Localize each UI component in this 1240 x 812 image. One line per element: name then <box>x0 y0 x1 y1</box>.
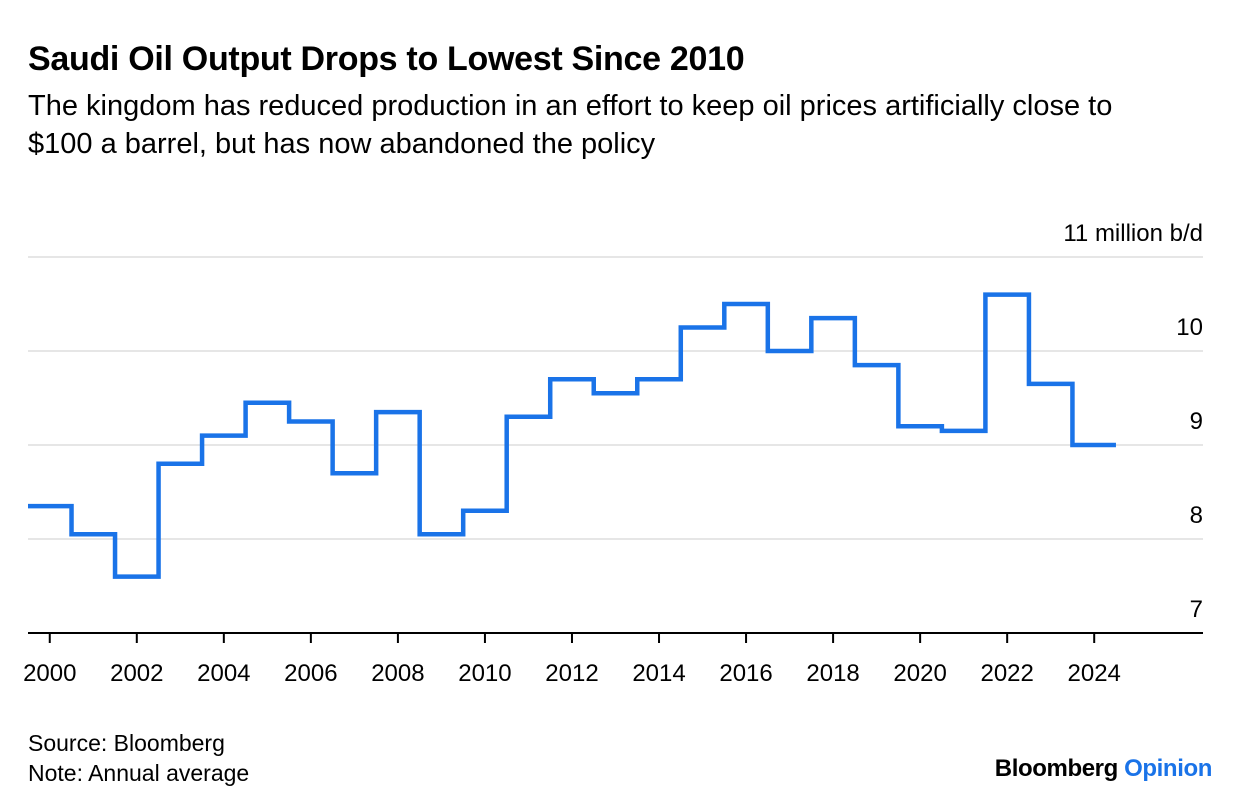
y-tick-label-11: 11 million b/d <box>1063 220 1203 247</box>
y-tick-label-8: 8 <box>1190 502 1203 529</box>
x-tick-label-2014: 2014 <box>632 660 685 687</box>
x-tick-label-2006: 2006 <box>284 660 337 687</box>
x-tick-label-2012: 2012 <box>545 660 598 687</box>
x-axis-ticks: 2000 2002 2004 2006 2008 2010 2012 2014 2016 2018… <box>23 633 1121 687</box>
series-line-0 <box>28 292 1116 579</box>
source-note: Source: Bloomberg <box>28 730 225 756</box>
x-tick-label-2022: 2022 <box>980 660 1033 687</box>
annual-average-note: Note: Annual average <box>28 760 250 786</box>
brand-name: Bloomberg <box>994 755 1118 782</box>
x-tick-label-2020: 2020 <box>893 660 946 687</box>
x-tick-label-2010: 2010 <box>458 660 511 687</box>
y-tick-label-9: 9 <box>1190 408 1203 435</box>
chart-subtitle: The kingdom has reduced production in an… <box>28 90 1113 160</box>
chart-title: Saudi Oil Output Drops to Lowest Since 2… <box>28 40 745 78</box>
x-tick-label-2008: 2008 <box>371 660 424 687</box>
y-tick-label-7: 7 <box>1190 596 1203 623</box>
x-tick-label-2018: 2018 <box>806 660 859 687</box>
y-axis-ticks: 7 8 9 10 11 million b/d <box>1063 220 1203 623</box>
x-tick-label-2004: 2004 <box>197 660 250 687</box>
bloomberg-opinion-logo: Bloomberg Opinion <box>994 755 1213 783</box>
x-tick-label-2002: 2002 <box>110 660 163 687</box>
x-tick-label-2000: 2000 <box>23 660 76 687</box>
x-tick-label-2016: 2016 <box>719 660 772 687</box>
y-tick-label-10: 10 <box>1176 314 1203 341</box>
brand-suffix: Opinion <box>1124 755 1212 782</box>
series-layer <box>28 292 1116 579</box>
x-tick-label-2024: 2024 <box>1068 660 1121 687</box>
gridlines <box>28 256 1203 540</box>
